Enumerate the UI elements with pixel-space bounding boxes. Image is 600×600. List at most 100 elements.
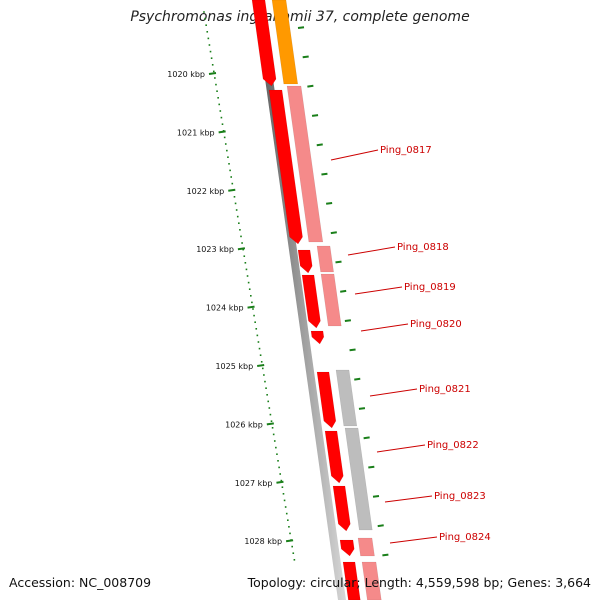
scale-dot — [287, 519, 289, 521]
kbp-tick — [257, 364, 265, 367]
scale-dot — [268, 407, 271, 409]
scale-dot — [281, 486, 284, 488]
scale-dot — [236, 215, 239, 218]
outer-tick — [311, 114, 319, 117]
kbp-label: 1022 kbp — [187, 187, 225, 196]
scale-dot — [217, 97, 219, 99]
gene-label: Ping_0819 — [404, 282, 456, 293]
kbp-labels: 1020 kbp 1021 kbp 1022 kbp 1023 kbp 1024 kbp… — [167, 70, 282, 546]
outer-tick — [340, 289, 347, 293]
scale-dot — [220, 116, 223, 119]
scale-dot — [240, 235, 242, 238]
outer-tick — [307, 84, 314, 88]
scale-dot — [231, 182, 234, 185]
scale-dot — [230, 176, 233, 178]
scale-dot — [252, 308, 254, 310]
kbp-label: 1027 kbp — [235, 479, 273, 488]
scale-dot — [289, 532, 291, 535]
gene-feature — [316, 245, 334, 273]
outer-tick — [321, 172, 328, 176]
gene-feature — [335, 369, 358, 427]
kbp-label: 1025 kbp — [215, 362, 253, 371]
outer-tick — [377, 524, 384, 528]
scale-dot — [223, 136, 226, 139]
outer-tick — [344, 319, 352, 322]
scale-dot — [292, 552, 295, 554]
outer-scale-ticks — [297, 26, 389, 557]
gene-labels: Ping_0817 Ping_0818 Ping_0819 Ping_0820 Ping… — [380, 145, 491, 543]
outer-tick — [382, 553, 389, 557]
kbp-label: 1020 kbp — [167, 70, 205, 79]
scale-dot — [259, 354, 262, 356]
gene-label: Ping_0821 — [419, 384, 471, 395]
scale-dot — [238, 222, 240, 224]
gene-arrow — [342, 561, 361, 600]
scale-dot — [251, 301, 253, 304]
scale-dot — [265, 387, 267, 389]
scale-dot — [270, 420, 273, 422]
kbp-tick — [218, 130, 226, 134]
scale-dot — [245, 268, 248, 271]
outer-tick — [368, 465, 375, 469]
scale-dot — [211, 64, 214, 66]
scale-dot — [264, 380, 266, 383]
genome-summary: Topology: circular; Length: 4,559,598 bp… — [247, 575, 591, 590]
scale-dot — [250, 295, 252, 297]
scale-dot — [229, 169, 231, 172]
scale-dot — [204, 17, 206, 20]
gene-feature — [344, 427, 373, 531]
outer-tick — [297, 26, 305, 29]
map-title: Psychromonas ingrahamii 37, complete gen… — [130, 9, 470, 25]
outer-tick — [363, 436, 370, 440]
gene-feature — [361, 561, 382, 600]
gene-arrow — [316, 371, 337, 429]
scale-dot — [276, 453, 278, 455]
scale-dot — [247, 281, 250, 284]
scale-dot — [208, 44, 211, 46]
gene-arrow — [339, 539, 355, 557]
scale-dot — [244, 262, 247, 264]
scale-dot — [277, 460, 279, 462]
gene-label: Ping_0824 — [439, 532, 491, 543]
kbp-label: 1024 kbp — [206, 304, 244, 313]
kbp-label: 1023 kbp — [196, 245, 234, 254]
scale-dot — [227, 156, 229, 158]
scale-dot — [258, 347, 261, 350]
gene-arrow — [324, 430, 344, 484]
genome-backbone — [254, 0, 346, 600]
scale-dot — [226, 149, 228, 152]
gene-arrow — [301, 274, 321, 329]
scale-dot — [256, 334, 259, 337]
outer-tick — [335, 260, 342, 264]
label-leader — [354, 286, 403, 295]
scale-dot — [263, 374, 265, 376]
scale-dot — [253, 314, 255, 317]
kbp-tick — [276, 480, 284, 484]
scale-dot — [280, 479, 283, 482]
scale-dot — [215, 83, 217, 86]
gene-features — [251, 0, 382, 600]
kbp-label: 1026 kbp — [225, 420, 263, 429]
gene-label: Ping_0817 — [380, 145, 432, 156]
scale-dot — [239, 229, 241, 231]
scale-dot — [271, 427, 274, 429]
gene-arrow — [332, 485, 351, 532]
scale-dot — [206, 31, 209, 33]
gene-arrow — [310, 330, 325, 345]
kbp-scale-dots — [203, 11, 296, 561]
scale-dot — [283, 499, 286, 502]
scale-dot — [272, 433, 275, 436]
scale-dot — [260, 361, 263, 363]
scale-dot — [242, 248, 244, 251]
label-leader — [389, 536, 438, 544]
label-leader — [369, 388, 418, 397]
scale-dot — [248, 288, 251, 290]
outer-tick — [330, 231, 337, 235]
scale-dot — [254, 321, 256, 323]
scale-dot — [241, 242, 243, 244]
scale-dot — [243, 255, 246, 257]
scale-dot — [224, 143, 227, 145]
scale-dot — [255, 328, 258, 330]
gene-label: Ping_0823 — [434, 491, 486, 502]
